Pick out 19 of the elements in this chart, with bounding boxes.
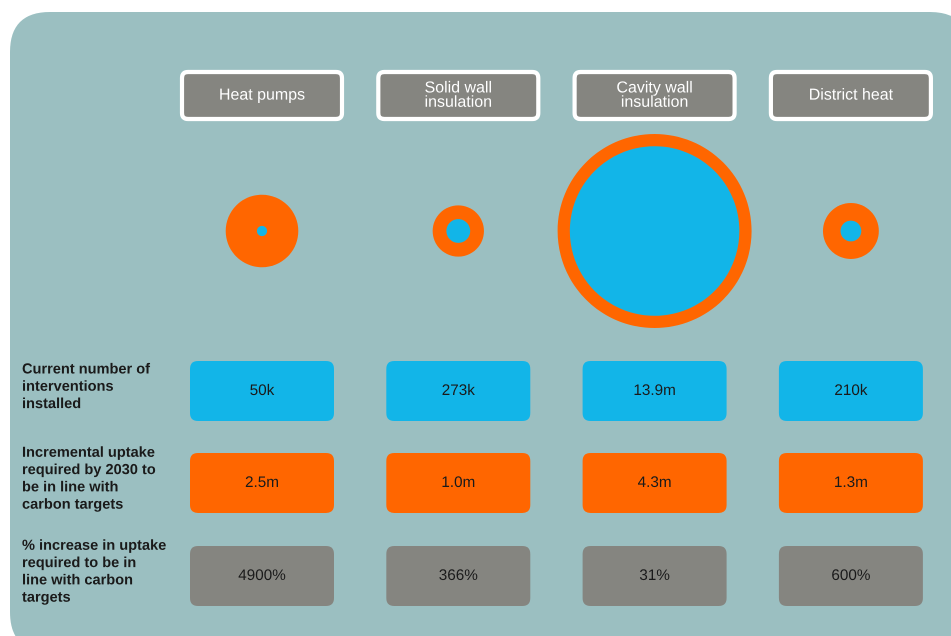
data-label: 31% <box>640 569 670 580</box>
category-label: Cavity wall insulation <box>617 80 692 107</box>
data-label: 1.0m <box>442 476 474 488</box>
data-label: 2.5m <box>246 476 278 488</box>
text: Current number of interventions installed <box>22 362 150 408</box>
data-label: 50k <box>250 384 274 396</box>
data-label: 13.9m <box>634 384 675 396</box>
data-label: 600% <box>832 569 870 580</box>
data-label: 4900% <box>238 569 286 580</box>
category-label: Heat pumps <box>220 88 304 103</box>
category-label: Solid wall insulation <box>425 80 492 107</box>
data-label: 273k <box>442 384 475 396</box>
category-label: District heat <box>810 88 893 100</box>
data-label: 366% <box>439 569 478 580</box>
series-label: % increase in uptake required to be in line with carbon targets <box>22 539 166 605</box>
data-label: 4.3m <box>638 476 671 488</box>
data-label: 210k <box>835 384 868 396</box>
text: Incremental uptake required by 2030 to be in line with carbon targets <box>22 446 156 512</box>
data-label: 1.3m <box>835 476 867 488</box>
